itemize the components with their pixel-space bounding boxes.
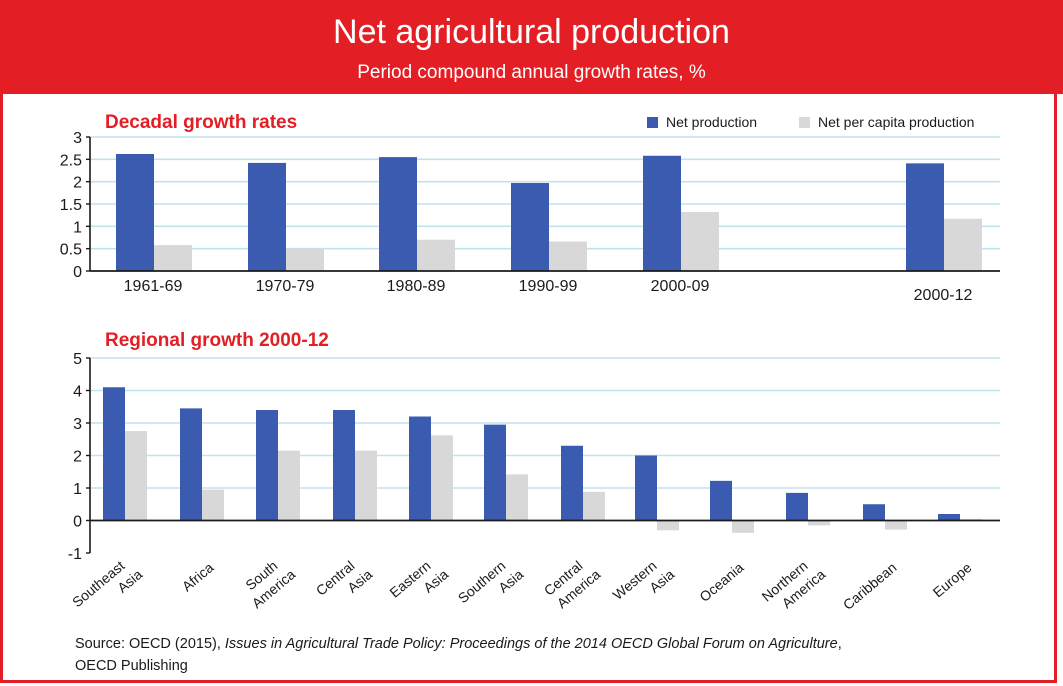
source-note: Source: OECD (2015), Issues in Agricultu… — [75, 633, 1035, 677]
y-tick-label: 2.5 — [60, 152, 82, 169]
y-tick-label: 1 — [73, 219, 82, 236]
x-tick-label: Europe — [930, 559, 975, 600]
source-citation: OECD (2015), — [124, 636, 225, 652]
bar — [333, 410, 355, 521]
legend-label-net: Net production — [666, 114, 757, 130]
bar — [710, 480, 732, 521]
bar — [583, 491, 605, 521]
bar — [863, 504, 885, 521]
y-tick-label: 0 — [73, 514, 82, 531]
title-banner: Net agricultural production Period compo… — [0, 0, 1063, 94]
x-tick-label-group: Oceania — [696, 559, 746, 605]
source-title: Issues in Agricultural Trade Policy: Pro… — [224, 636, 838, 652]
y-tick-label: 2 — [73, 449, 82, 466]
y-tick-label: -1 — [68, 546, 82, 563]
x-tick-label-group: Africa — [179, 559, 217, 594]
bar — [379, 157, 417, 271]
bar — [561, 445, 583, 521]
y-tick-label: 4 — [73, 384, 82, 401]
y-tick-label: 3 — [73, 416, 82, 433]
bar — [906, 163, 944, 271]
legend-label-percap: Net per capita production — [818, 114, 974, 130]
y-tick-label: 2 — [73, 175, 82, 192]
bar — [125, 431, 147, 521]
chart-subtitle: Period compound annual growth rates, % — [357, 62, 706, 83]
x-tick-label: 2000-12 — [914, 287, 973, 304]
bar — [786, 492, 808, 521]
x-tick-label: 2000-09 — [651, 278, 710, 295]
bar — [409, 416, 431, 521]
legend-swatch-net — [647, 117, 658, 128]
y-tick-label: 1 — [73, 481, 82, 498]
bar — [154, 245, 192, 271]
x-tick-label: 1990-99 — [519, 278, 578, 295]
bar — [944, 218, 982, 271]
bar — [256, 410, 278, 521]
x-tick-label: 1961-69 — [124, 278, 183, 295]
y-tick-label: 3 — [73, 130, 82, 147]
bar — [103, 387, 125, 521]
x-tick-label: 1970-79 — [256, 278, 315, 295]
bar — [643, 155, 681, 271]
panel-1: Decadal growth rates 0 0.5 1 1.5 2 2.5 3 — [60, 112, 1000, 281]
bar — [511, 183, 549, 271]
bar — [278, 450, 300, 521]
bar — [938, 514, 960, 521]
y-tick-label: 0 — [73, 264, 82, 281]
bar — [549, 241, 587, 271]
y-tick-label: 1.5 — [60, 197, 82, 214]
legend: Net production Net per capita production — [647, 114, 974, 130]
x-tick-label: 1980-89 — [387, 278, 446, 295]
x-tick-label-group: Europe — [930, 559, 975, 600]
bar — [808, 520, 830, 526]
panel-title: Decadal growth rates — [105, 112, 297, 133]
bar — [116, 153, 154, 271]
x-tick-label: Africa — [179, 559, 217, 594]
y-tick-label: 5 — [73, 351, 82, 368]
source-prefix: Source: — [75, 636, 125, 652]
bar — [635, 455, 657, 521]
source-suffix: , — [837, 636, 842, 652]
bar — [355, 450, 377, 521]
legend-swatch-percap — [799, 117, 810, 128]
x-tick-label-group: Caribbean — [840, 559, 900, 613]
y-tick-label: 0.5 — [60, 242, 82, 259]
panel-title: Regional growth 2000-12 — [105, 330, 329, 351]
bar — [286, 248, 324, 271]
bar — [732, 520, 754, 533]
bar — [180, 408, 202, 521]
bar — [484, 424, 506, 521]
bar — [202, 489, 224, 521]
bar — [417, 239, 455, 271]
bar — [506, 474, 528, 521]
bar — [248, 162, 286, 271]
chart-title: Net agricultural production — [333, 13, 730, 51]
panel-2: Regional growth 2000-12 -1 0 1 2 3 4 5 — [68, 330, 1000, 563]
bar — [681, 212, 719, 271]
x-tick-label: Caribbean — [840, 559, 900, 613]
bar — [657, 520, 679, 531]
source-publisher: OECD Publishing — [75, 658, 188, 674]
bar — [885, 520, 907, 530]
bar — [431, 435, 453, 521]
x-tick-label: Oceania — [696, 559, 746, 605]
